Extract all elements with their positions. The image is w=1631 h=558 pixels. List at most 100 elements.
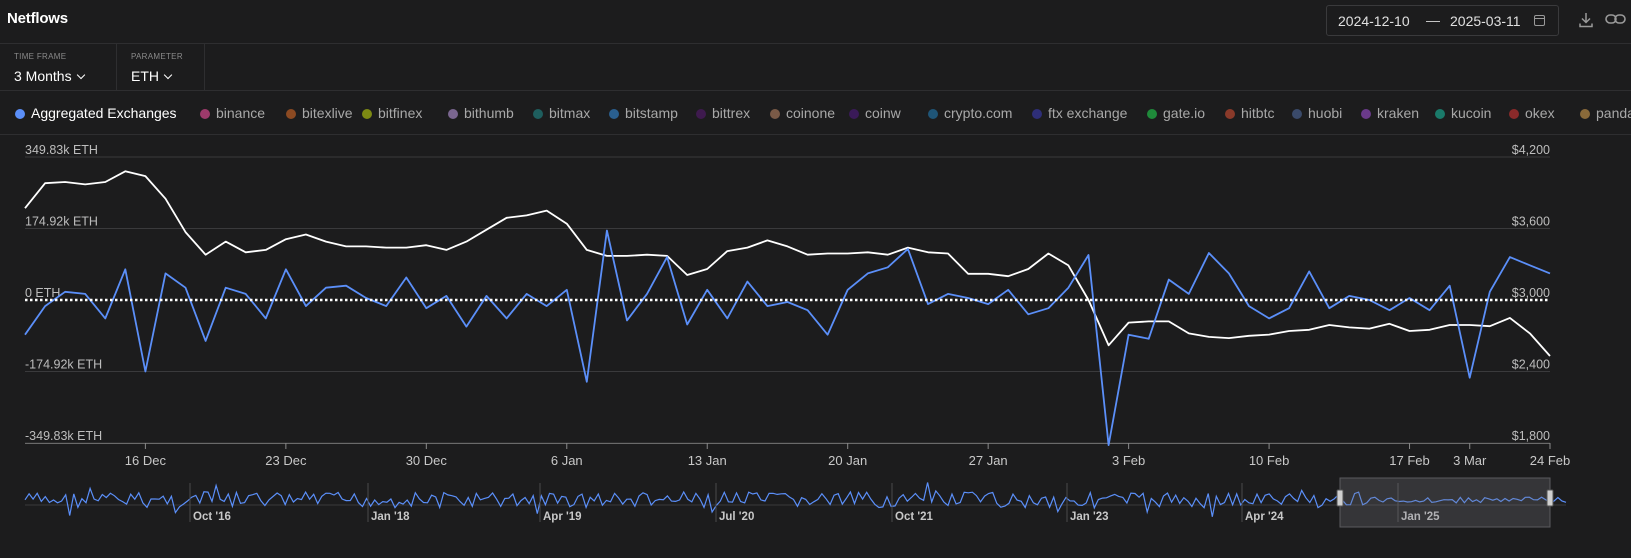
- legend-dot: [849, 109, 859, 119]
- legend-dot: [1580, 109, 1590, 119]
- right-axis-tick-label: $2,400: [1512, 358, 1550, 372]
- parameter-value: ETH: [131, 68, 159, 84]
- legend-dot: [696, 109, 706, 119]
- legend-dot: [15, 109, 25, 119]
- legend-dot: [609, 109, 619, 119]
- chart-controls: TIME FRAME 3 Months PARAMETER ETH: [0, 43, 1631, 91]
- legend-item-okex[interactable]: okex: [1509, 105, 1555, 121]
- legend-dot: [448, 109, 458, 119]
- legend-label: okex: [1525, 105, 1555, 121]
- legend-item-gate-io[interactable]: gate.io: [1147, 105, 1205, 121]
- x-axis-tick-label: 6 Jan: [551, 453, 583, 468]
- navigator-label: Oct '16: [193, 511, 231, 523]
- legend-item-binance[interactable]: binance: [200, 105, 265, 121]
- legend-item-bitmax[interactable]: bitmax: [533, 105, 590, 121]
- x-axis-tick-label: 13 Jan: [688, 453, 727, 468]
- x-axis-tick-label: 17 Feb: [1389, 453, 1429, 468]
- chevron-down-icon: [164, 71, 172, 79]
- legend-label: bitexlive: [302, 105, 353, 121]
- legend-item-bitexlive[interactable]: bitexlive: [286, 105, 353, 121]
- legend-item-huobi[interactable]: huobi: [1292, 105, 1342, 121]
- legend-item-coinone[interactable]: coinone: [770, 105, 835, 121]
- legend-dot: [770, 109, 780, 119]
- legend-item-bithumb[interactable]: bithumb: [448, 105, 514, 121]
- x-axis-tick-label: 3 Feb: [1112, 453, 1145, 468]
- legend-dot: [1361, 109, 1371, 119]
- legend-item-panda[interactable]: panda: [1580, 105, 1631, 121]
- legend-item-bitstamp[interactable]: bitstamp: [609, 105, 678, 121]
- left-axis-tick-label: 349.83k ETH: [25, 143, 98, 157]
- date-range-picker[interactable]: 2024-12-10 — 2025-03-11: [1326, 5, 1559, 36]
- time-frame-value: 3 Months: [14, 68, 72, 84]
- legend-dot: [286, 109, 296, 119]
- parameter-label: PARAMETER: [131, 52, 183, 61]
- legend-item-kucoin[interactable]: kucoin: [1435, 105, 1491, 121]
- x-axis-tick-label: 3 Mar: [1453, 453, 1487, 468]
- navigator-handle: [1547, 490, 1553, 506]
- legend-label: huobi: [1308, 105, 1342, 121]
- legend-dot: [200, 109, 210, 119]
- legend-dot: [928, 109, 938, 119]
- page-title: Netflows: [7, 10, 68, 27]
- x-axis-tick-label: 30 Dec: [406, 453, 448, 468]
- legend-item-crypto-com[interactable]: crypto.com: [928, 105, 1012, 121]
- header: Netflows 2024-12-10 — 2025-03-11: [0, 0, 1631, 44]
- legend-dot: [1147, 109, 1157, 119]
- legend-dot: [1292, 109, 1302, 119]
- legend-item-kraken[interactable]: kraken: [1361, 105, 1419, 121]
- parameter-select[interactable]: ETH: [131, 68, 171, 84]
- navigator-label: Jan '18: [371, 511, 410, 523]
- navigator-label: Apr '24: [1245, 511, 1284, 523]
- legend-label: bithumb: [464, 105, 514, 121]
- netflow-line: [25, 231, 1550, 446]
- legend: Aggregated Exchanges binance bitexlive bitf…: [0, 91, 1631, 135]
- legend-label: bitmax: [549, 105, 590, 121]
- x-axis-tick-label: 16 Dec: [125, 453, 167, 468]
- x-axis-tick-label: 24 Feb: [1530, 453, 1570, 468]
- legend-label: kraken: [1377, 105, 1419, 121]
- legend-dot: [362, 109, 372, 119]
- date-from[interactable]: 2024-12-10: [1338, 13, 1410, 29]
- legend-item-ftx-exchange[interactable]: ftx exchange: [1032, 105, 1127, 121]
- x-axis-tick-label: 27 Jan: [969, 453, 1008, 468]
- legend-dot: [1509, 109, 1519, 119]
- navigator-series-line: [25, 483, 1566, 517]
- parameter-control[interactable]: PARAMETER ETH: [117, 43, 205, 90]
- legend-label: hitbtc: [1241, 105, 1274, 121]
- legend-label: binance: [216, 105, 265, 121]
- legend-item-hitbtc[interactable]: hitbtc: [1225, 105, 1274, 121]
- time-frame-select[interactable]: 3 Months: [14, 68, 84, 84]
- calendar-icon[interactable]: [1534, 15, 1545, 26]
- legend-item-aggregated-exchanges[interactable]: Aggregated Exchanges: [15, 105, 177, 121]
- eth-price-line: [25, 171, 1550, 356]
- legend-label: gate.io: [1163, 105, 1205, 121]
- legend-dot: [1032, 109, 1042, 119]
- date-to[interactable]: 2025-03-11: [1450, 13, 1521, 29]
- legend-label: coinone: [786, 105, 835, 121]
- navigator-label: Jan '23: [1070, 511, 1109, 523]
- x-axis-tick-label: 23 Dec: [265, 453, 307, 468]
- legend-label: bittrex: [712, 105, 750, 121]
- legend-dot: [1225, 109, 1235, 119]
- link-icon[interactable]: [1605, 11, 1627, 27]
- download-icon[interactable]: [1579, 12, 1593, 28]
- chevron-down-icon: [76, 71, 84, 79]
- navigator-handle: [1337, 490, 1343, 506]
- legend-item-coinw[interactable]: coinw: [849, 105, 901, 121]
- legend-label: bitstamp: [625, 105, 678, 121]
- legend-label: Aggregated Exchanges: [31, 105, 177, 121]
- legend-label: kucoin: [1451, 105, 1491, 121]
- navigator-selection: [1340, 478, 1550, 527]
- time-frame-control[interactable]: TIME FRAME 3 Months: [0, 43, 117, 90]
- navigator-label: Oct '21: [895, 511, 933, 523]
- legend-item-bitfinex[interactable]: bitfinex: [362, 105, 422, 121]
- time-frame-label: TIME FRAME: [14, 52, 66, 61]
- x-axis-tick-label: 10 Feb: [1249, 453, 1289, 468]
- legend-item-bittrex[interactable]: bittrex: [696, 105, 750, 121]
- navigator-label: Apr '19: [543, 511, 582, 523]
- navigator-label: Jul '20: [719, 511, 754, 523]
- legend-label: coinw: [865, 105, 901, 121]
- left-axis-tick-label: -174.92k ETH: [25, 358, 102, 372]
- left-axis-tick-label: 174.92k ETH: [25, 214, 98, 228]
- legend-label: crypto.com: [944, 105, 1012, 121]
